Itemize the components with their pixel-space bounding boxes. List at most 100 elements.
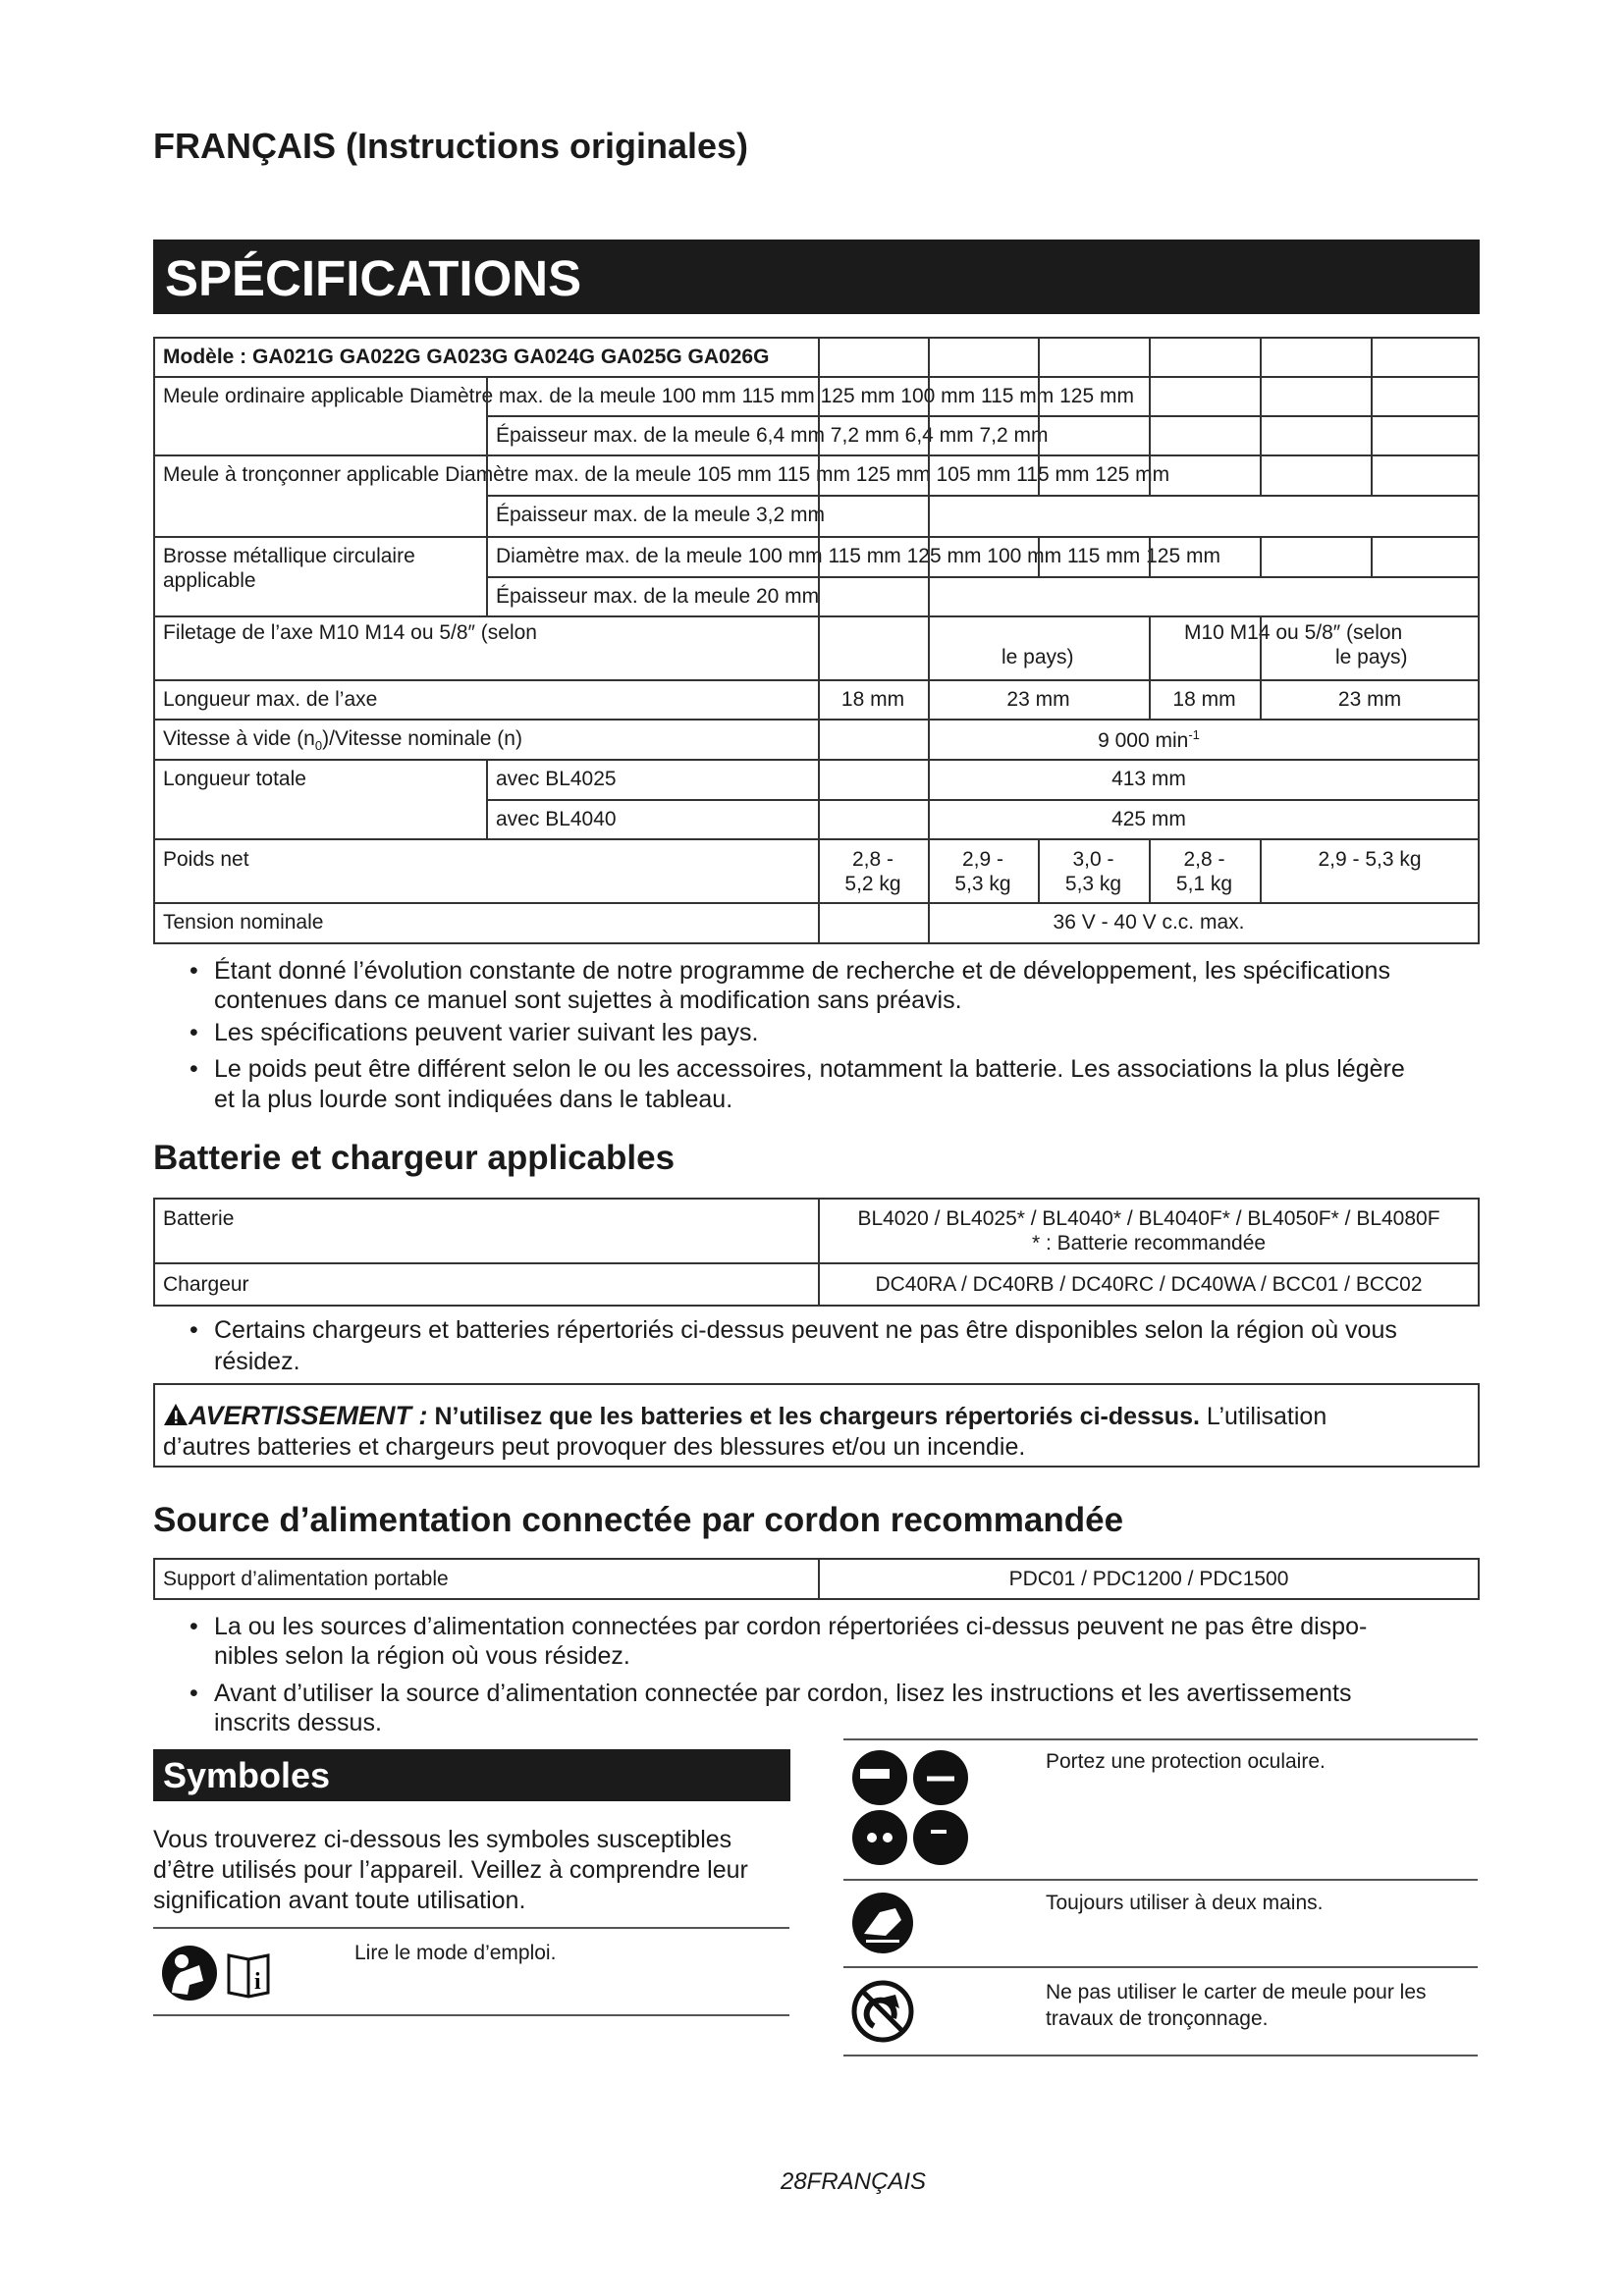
table-rule: [818, 337, 820, 944]
brush-label-2: applicable: [163, 569, 256, 592]
table-rule: [153, 615, 1480, 617]
wheel-diameter-row: Meule ordinaire applicable Diamètre max.…: [163, 385, 1134, 407]
weight-value: 5,3 kg: [954, 873, 1011, 895]
note-line: Les spécifications peuvent varier suivan…: [214, 1019, 759, 1046]
brush-diameter-row: Diamètre max. de la meule 100 mm 115 mm …: [496, 545, 1220, 567]
note-line: inscrits dessus.: [214, 1709, 382, 1736]
table-rule: [153, 902, 1480, 904]
weight-value: 2,9 - 5,3 kg: [1318, 848, 1422, 871]
table-rule: [1149, 337, 1151, 497]
bullet: •: [189, 957, 198, 985]
length-sub-label: avec BL4025: [496, 768, 617, 790]
speed-sup: -1: [1188, 727, 1200, 742]
page-footer: 28FRANÇAIS: [780, 2168, 927, 2195]
voltage-label: Tension nominale: [163, 911, 324, 934]
wheel-thickness-row: Épaisseur max. de la meule 6,4 mm 7,2 mm…: [496, 424, 1049, 447]
bullet: •: [189, 1316, 198, 1344]
spindle-value: 18 mm: [840, 688, 905, 711]
section-title: SPÉCIFICATIONS: [165, 250, 582, 306]
warning-line-1: AVERTISSEMENT : N’utilisez que les batte…: [163, 1401, 1326, 1431]
table-rule: [153, 838, 1480, 840]
table-rule: [486, 495, 1480, 497]
eye-protection-icon: [852, 1750, 968, 1865]
symbol-description: Ne pas utiliser le carter de meule pour …: [1046, 1981, 1427, 2003]
intro-line: signification avant toute utilisation.: [153, 1887, 526, 1914]
corded-label: Support d’alimentation portable: [163, 1568, 449, 1590]
table-rule: [1149, 615, 1151, 721]
note-line: nibles selon la région où vous résidez.: [214, 1642, 630, 1670]
spindle-value: 18 mm: [1172, 688, 1236, 711]
cut-wheel-thickness-row: Épaisseur max. de la meule 3,2 mm: [496, 504, 825, 526]
thread-value-b-2: le pays): [1335, 646, 1408, 668]
thread-label: Filetage de l’axe M10 M14 ou 5/8″ (selon: [163, 621, 537, 644]
length-value: 413 mm: [1111, 768, 1186, 790]
table-rule: [1149, 838, 1151, 904]
length-label: Longueur totale: [163, 768, 306, 790]
thread-value-a: le pays): [1001, 646, 1074, 668]
symbol-description: travaux de tronçonnage.: [1046, 2007, 1269, 2030]
weight-value: 5,1 kg: [1175, 873, 1233, 895]
corded-table: [153, 1558, 1480, 1600]
svg-text:i: i: [254, 1969, 261, 1995]
note-line: résidez.: [214, 1348, 300, 1375]
note-line: Certains chargeurs et batteries répertor…: [214, 1316, 1397, 1344]
battery-heading: Batterie et chargeur applicables: [153, 1139, 676, 1177]
battery-label: Batterie: [163, 1207, 235, 1230]
weight-value: 5,2 kg: [844, 873, 901, 895]
spindle-value: 23 mm: [1006, 688, 1070, 711]
table-rule: [153, 942, 1480, 944]
warning-label: AVERTISSEMENT :: [189, 1401, 428, 1430]
warning-text: L’utilisation: [1199, 1403, 1327, 1430]
table-rule: [1038, 838, 1040, 904]
table-rule: [928, 337, 930, 944]
warning-triangle-icon: [164, 1404, 188, 1425]
table-rule: [1149, 536, 1151, 578]
speed-value: 9 000 min-1: [818, 727, 1480, 753]
read-manual-icon: i: [162, 1946, 270, 2001]
model-row: Modèle : GA021G GA022G GA023G GA024G GA0…: [163, 346, 770, 368]
symbol-description: Lire le mode d’emploi.: [354, 1942, 557, 1964]
bullet: •: [189, 1680, 198, 1707]
symbol-description: Portez une protection oculaire.: [1046, 1750, 1326, 1773]
two-hands-icon: [852, 1893, 913, 1953]
table-rule: [1260, 337, 1262, 497]
table-rule: [486, 576, 1480, 578]
battery-note: * : Batterie recommandée: [1031, 1232, 1267, 1255]
thread-value-b: M10 M14 ou 5/8″ (selon: [1184, 621, 1403, 644]
table-rule: [153, 719, 1480, 721]
speed-number: 9 000 min: [1098, 729, 1189, 752]
voltage-value: 36 V - 40 V c.c. max.: [1053, 911, 1245, 934]
table-rule: [486, 759, 488, 840]
symbols-banner: Symboles: [153, 1749, 790, 1801]
note-line: Le poids peut être différent selon le ou…: [214, 1055, 1405, 1083]
table-rule: [153, 337, 1480, 339]
corded-heading: Source d’alimentation connectée par cord…: [153, 1501, 1124, 1539]
section-title: Symboles: [163, 1755, 331, 1795]
table-rule: [1478, 337, 1480, 944]
warning-box: AVERTISSEMENT : N’utilisez que les batte…: [153, 1383, 1480, 1468]
weight-value: 5,3 kg: [1064, 873, 1122, 895]
table-rule: [1038, 337, 1040, 497]
table-rule: [1260, 615, 1262, 721]
charger-label: Chargeur: [163, 1273, 249, 1296]
note-line: La ou les sources d’alimentation connect…: [214, 1613, 1368, 1640]
table-rule: [153, 759, 1480, 761]
bullet: •: [189, 1019, 198, 1046]
table-rule: [486, 376, 488, 617]
cut-wheel-diameter-row: Meule à tronçonner applicable Diamètre m…: [163, 463, 1170, 486]
battery-value: BL4020 / BL4025* / BL4040* / BL4040F* / …: [857, 1207, 1440, 1230]
intro-line: d’être utilisés pour l’appareil. Veillez…: [153, 1856, 748, 1884]
length-value: 425 mm: [1111, 808, 1186, 830]
speed-label: Vitesse à vide (n0)/Vitesse nominale (n): [163, 727, 522, 753]
intro-line: Vous trouverez ci-dessous les symboles s…: [153, 1826, 732, 1853]
symbol-description: Toujours utiliser à deux mains.: [1046, 1892, 1324, 1914]
table-rule: [1038, 536, 1040, 578]
speed-label-a: Vitesse à vide (n: [163, 727, 315, 750]
table-rule: [153, 454, 1480, 456]
weight-value: 2,8 -: [851, 848, 894, 871]
spindle-value: 23 mm: [1337, 688, 1402, 711]
length-sub-label: avec BL4040: [496, 808, 617, 830]
weight-value: 2,9 -: [961, 848, 1004, 871]
corded-value: PDC01 / PDC1200 / PDC1500: [1008, 1568, 1289, 1590]
speed-label-b: )/Vitesse nominale (n): [322, 727, 522, 750]
